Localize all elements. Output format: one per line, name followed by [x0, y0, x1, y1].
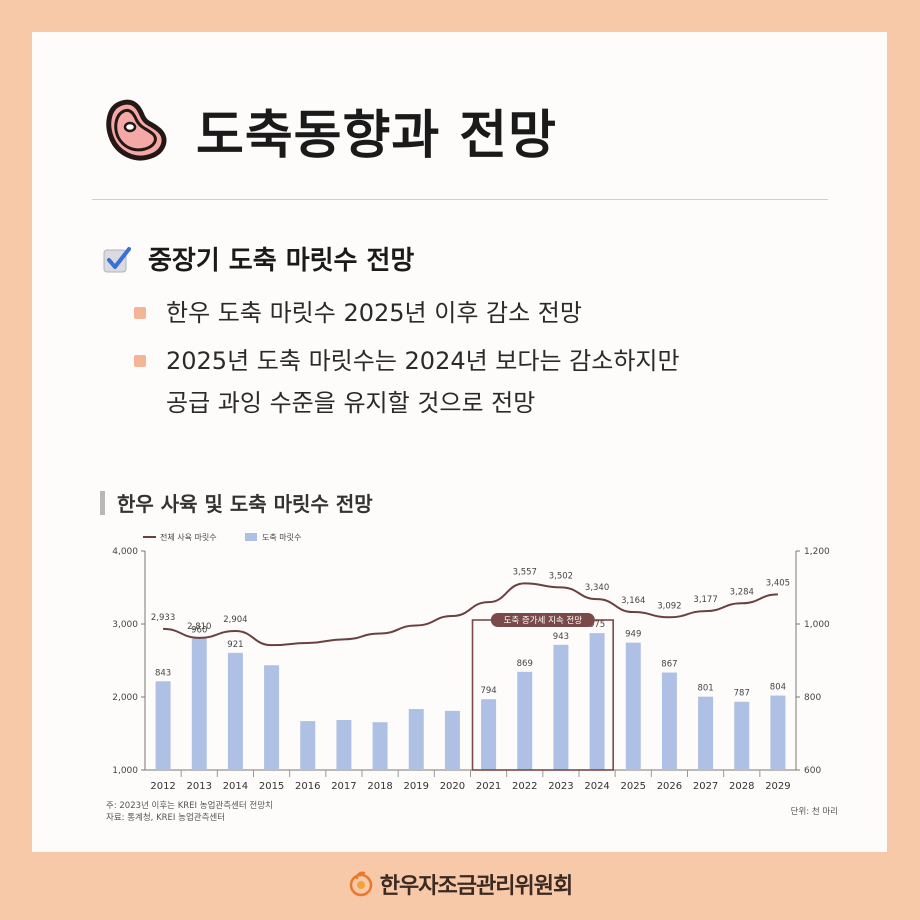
legend-bar-label: 도축 마릿수	[262, 532, 301, 542]
x-tick-label: 2021	[476, 781, 501, 792]
line-data-label: 3,557	[513, 567, 537, 577]
bar-data-label: 843	[155, 668, 171, 678]
legend-line-label: 전체 사육 마릿수	[160, 532, 217, 542]
bar	[698, 696, 714, 770]
bar-data-label: 804	[770, 683, 786, 693]
line-data-label: 3,502	[549, 571, 573, 581]
x-tick-label: 2020	[440, 781, 465, 792]
bar	[336, 719, 352, 770]
chart-title: 한우 사육 및 도축 마릿수 전망	[117, 492, 373, 516]
bar	[155, 681, 171, 770]
section-title: 중장기 도축 마릿수 전망	[148, 246, 415, 276]
line-data-label: 3,340	[585, 583, 609, 593]
bar	[444, 710, 460, 770]
bar	[227, 652, 243, 770]
bar-data-label: 949	[625, 630, 641, 640]
footnote-line: 자료: 통계청, KREI 농업관측센터	[106, 813, 226, 823]
bar	[408, 709, 424, 770]
y-right-tick-label: 800	[804, 693, 821, 703]
y-right-tick-label: 1,000	[804, 620, 830, 630]
legend-bar-swatch	[245, 533, 257, 541]
x-tick-label: 2026	[657, 781, 682, 792]
divider	[92, 199, 828, 200]
bullet-dot	[134, 307, 146, 319]
bullet-list: 한우 도축 마릿수 2025년 이후 감소 전망 2025년 도축 마릿수는 2…	[134, 292, 834, 430]
line-data-label: 2,810	[187, 622, 211, 632]
y-left-tick-label: 3,000	[112, 620, 138, 630]
line-data-label: 3,405	[766, 578, 790, 588]
x-tick-label: 2012	[150, 781, 175, 792]
x-tick-label: 2029	[765, 781, 790, 792]
y-left-tick-label: 4,000	[112, 547, 138, 557]
line-data-label: 2,904	[223, 615, 247, 625]
x-tick-label: 2017	[331, 781, 356, 792]
bar-data-label: 787	[734, 689, 750, 699]
title-row: 도축동향과 전망	[102, 90, 557, 170]
bar	[770, 695, 786, 770]
chart-heading: 한우 사육 및 도축 마릿수 전망	[100, 488, 373, 517]
y-right-tick-label: 1,200	[804, 547, 830, 557]
x-tick-label: 2019	[404, 781, 429, 792]
bar	[734, 701, 750, 770]
heading-marker	[100, 490, 105, 515]
line-data-label: 3,164	[621, 596, 645, 606]
bar	[625, 642, 641, 770]
x-tick-label: 2023	[548, 781, 573, 792]
y-left-tick-label: 2,000	[112, 693, 138, 703]
y-right-tick-label: 600	[804, 766, 821, 776]
line-data-label: 3,092	[657, 601, 681, 611]
bar-data-label: 867	[661, 660, 677, 670]
line-series	[163, 582, 778, 647]
x-tick-label: 2015	[259, 781, 284, 792]
bar-data-label: 801	[697, 684, 713, 694]
bar-data-label: 921	[227, 640, 243, 650]
x-tick-label: 2018	[367, 781, 392, 792]
x-tick-label: 2013	[187, 781, 212, 792]
line-data-label: 3,177	[693, 595, 717, 605]
page-title: 도축동향과 전망	[196, 105, 557, 166]
bar-data-label: 869	[517, 659, 533, 669]
x-tick-label: 2022	[512, 781, 537, 792]
footnotes: 주: 2023년 이후는 KREI 농업관측센터 전망치 자료: 통계청, KR…	[106, 800, 273, 824]
bar	[372, 722, 388, 770]
line-data-label: 2,933	[151, 613, 175, 623]
unit-label: 단위: 천 마리	[790, 807, 838, 817]
bar	[264, 665, 280, 770]
meat-icon	[106, 99, 167, 161]
bullet-item: 한우 도축 마릿수 2025년 이후 감소 전망	[134, 292, 834, 334]
x-tick-label: 2027	[693, 781, 718, 792]
bar	[661, 672, 677, 770]
footer: 한우자조금관리위원회	[0, 868, 920, 900]
bullet-text: 한우 도축 마릿수 2025년 이후 감소 전망	[166, 299, 582, 327]
x-tick-label: 2025	[621, 781, 646, 792]
x-tick-label: 2028	[729, 781, 754, 792]
y-left-tick-label: 1,000	[112, 766, 138, 776]
bar	[481, 699, 497, 770]
bar-data-label: 794	[480, 686, 496, 696]
annotation-label: 도축 증가세 지속 전망	[504, 615, 583, 626]
bullet-dot	[134, 355, 146, 367]
bullet-item: 2025년 도축 마릿수는 2024년 보다는 감소하지만 공급 과잉 수준을 …	[134, 340, 834, 424]
bar-data-label: 960	[191, 626, 207, 636]
bar	[553, 644, 569, 770]
bar	[191, 638, 207, 770]
x-tick-label: 2016	[295, 781, 320, 792]
line-data-label: 3,284	[730, 587, 754, 597]
bar-data-label: 975	[589, 620, 605, 630]
bullet-text: 2025년 도축 마릿수는 2024년 보다는 감소하지만 공급 과잉 수준을 …	[166, 347, 680, 417]
annotation-pill	[490, 613, 595, 627]
bar	[517, 671, 533, 770]
checkbox-icon	[103, 246, 131, 272]
bar-data-label: 943	[553, 632, 569, 642]
section-heading: 중장기 도축 마릿수 전망	[102, 240, 414, 277]
footnote-line: 주: 2023년 이후는 KREI 농업관측센터 전망치	[106, 801, 273, 811]
bar	[300, 721, 316, 770]
footer-org-name: 한우자조금관리위원회	[379, 874, 573, 899]
x-tick-label: 2014	[223, 781, 248, 792]
x-tick-label: 2024	[584, 781, 609, 792]
hanwoo-logo-icon	[349, 871, 373, 897]
bar	[589, 633, 605, 770]
